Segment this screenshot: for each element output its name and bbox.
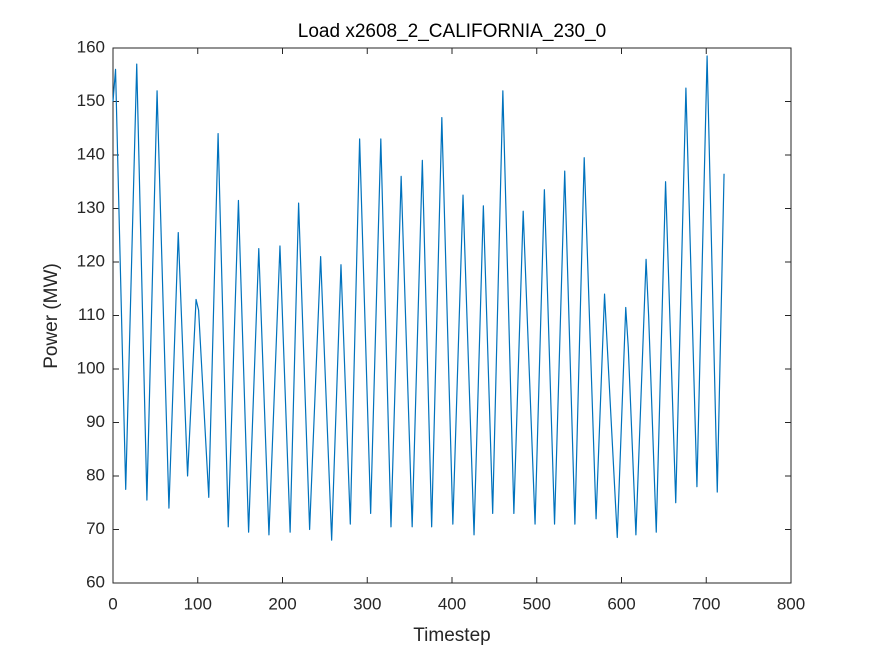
x-tick-label: 600 bbox=[607, 594, 635, 613]
chart-title: Load x2608_2_CALIFORNIA_230_0 bbox=[298, 21, 606, 42]
y-tick-label: 140 bbox=[77, 144, 105, 163]
x-tick-label: 800 bbox=[777, 594, 805, 613]
data-line bbox=[112, 55, 725, 541]
y-tick-label: 60 bbox=[86, 572, 105, 591]
x-tick-label: 200 bbox=[268, 594, 296, 613]
x-tick-label: 100 bbox=[184, 594, 212, 613]
x-axis-label: Timestep bbox=[413, 625, 490, 646]
x-tick-label: 300 bbox=[353, 594, 381, 613]
y-tick-label: 160 bbox=[77, 37, 105, 56]
y-tick-label: 80 bbox=[86, 465, 105, 484]
x-tick-label: 400 bbox=[438, 594, 466, 613]
y-tick-label: 150 bbox=[77, 91, 105, 110]
x-tick-label: 700 bbox=[692, 594, 720, 613]
y-tick-label: 130 bbox=[77, 198, 105, 217]
x-tick-label: 0 bbox=[108, 594, 117, 613]
y-tick-label: 100 bbox=[77, 358, 105, 377]
y-axis-label: Power (MW) bbox=[41, 263, 62, 369]
y-tick-label: 90 bbox=[86, 412, 105, 431]
y-tick-label: 70 bbox=[86, 519, 105, 538]
y-tick-label: 120 bbox=[77, 251, 105, 270]
y-tick-label: 110 bbox=[78, 305, 105, 324]
x-tick-label: 500 bbox=[523, 594, 551, 613]
